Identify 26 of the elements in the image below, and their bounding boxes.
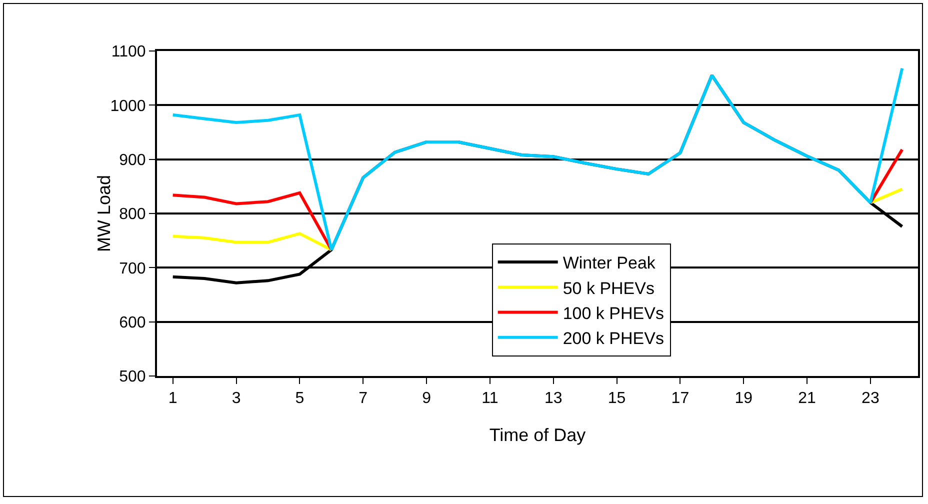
legend-label: Winter Peak bbox=[562, 254, 656, 273]
y-tick-label: 800 bbox=[119, 206, 146, 224]
x-axis-title: Time of Day bbox=[489, 425, 586, 445]
x-tick-label: 11 bbox=[482, 390, 498, 408]
x-tick-label: 1 bbox=[168, 390, 178, 408]
y-tick-label: 1100 bbox=[111, 44, 146, 61]
x-tick-label: 9 bbox=[422, 390, 432, 408]
legend-label: 200 k PHEVs bbox=[562, 328, 664, 348]
legend-label: 50 k PHEVs bbox=[562, 278, 654, 298]
y-tick-label: 600 bbox=[119, 314, 146, 332]
x-tick-label: 23 bbox=[862, 390, 880, 408]
y-tick-label: 700 bbox=[119, 260, 146, 278]
y-tick-label: 500 bbox=[119, 368, 146, 386]
x-tick-label: 19 bbox=[734, 390, 753, 408]
legend-label: 100 k PHEVs bbox=[562, 304, 664, 323]
line-series bbox=[171, 66, 904, 252]
x-tick-label: 13 bbox=[544, 390, 562, 408]
x-tick-label: 17 bbox=[671, 390, 690, 408]
x-tick-label: 7 bbox=[358, 390, 368, 408]
x-tick-label: 15 bbox=[608, 390, 626, 408]
y-tick-label: 900 bbox=[119, 152, 146, 169]
x-tick-label: 5 bbox=[295, 390, 304, 408]
y-tick-label: 1000 bbox=[110, 98, 146, 115]
x-tick-label: 21 bbox=[798, 390, 816, 408]
x-tick-label: 3 bbox=[232, 390, 241, 408]
y-axis-title: MW Load bbox=[94, 174, 114, 252]
